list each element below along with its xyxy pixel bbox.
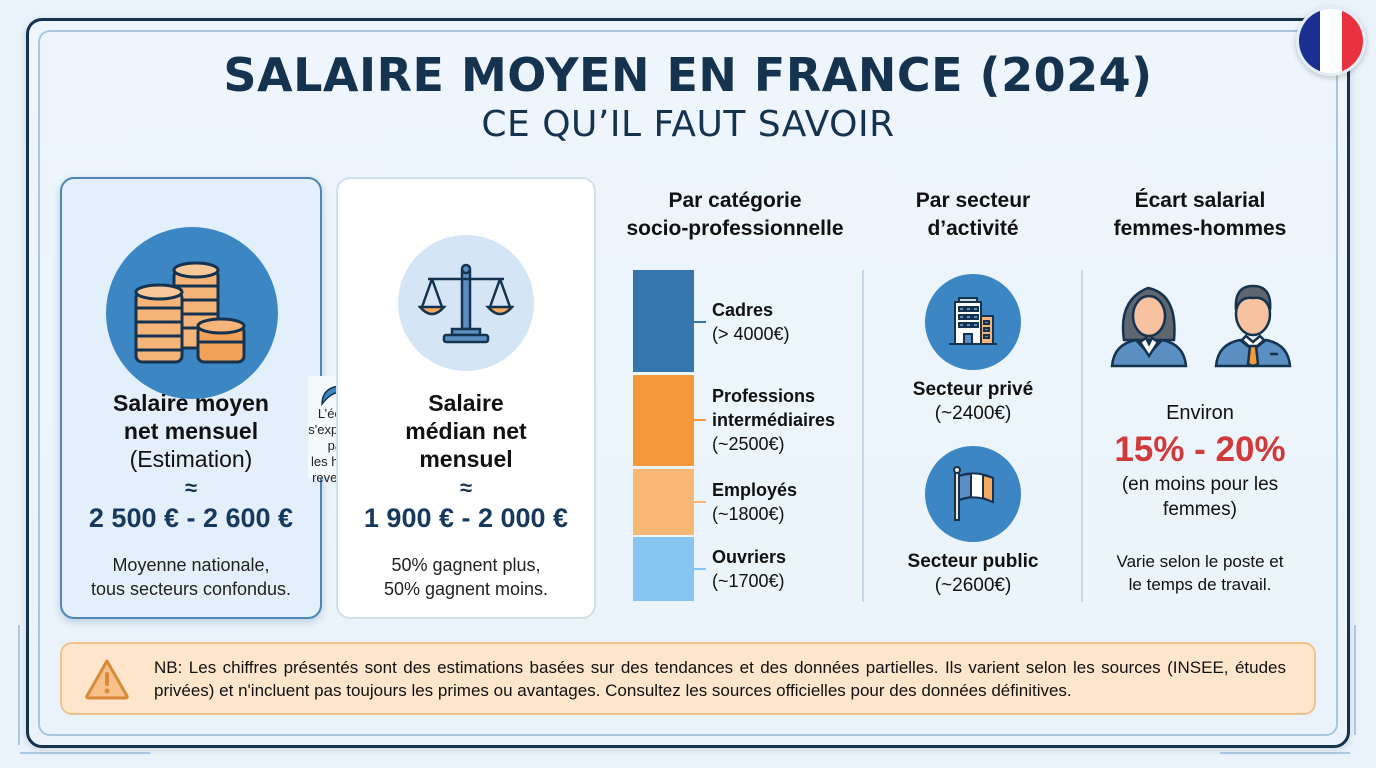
category-label-cadres: Cadres (> 4000€) bbox=[712, 300, 790, 344]
bar-employes bbox=[633, 469, 694, 535]
sector-public-label: Secteur public (~2600€) bbox=[907, 551, 1039, 596]
category-label-employes: Employés (~1800€) bbox=[712, 480, 798, 524]
page-title: SALAIRE MOYEN EN FRANCE (2024) bbox=[223, 48, 1153, 102]
sector-private-label: Secteur privé (~2400€) bbox=[912, 379, 1034, 424]
coins-stack-icon bbox=[106, 227, 278, 399]
decorative-line bbox=[18, 625, 20, 745]
sectors-heading: Par secteur d’activité bbox=[915, 189, 1031, 240]
bar-tick bbox=[694, 501, 706, 503]
gender-gap-heading: Écart salarial femmes-hommes bbox=[1113, 189, 1287, 240]
category-label-professions-intermediaires: Professions intermédiaires (~2500€) bbox=[712, 386, 836, 454]
decorative-line bbox=[20, 752, 150, 754]
warning-triangle-icon bbox=[84, 658, 130, 705]
median-card-title: Salaire médian net mensuel bbox=[405, 390, 527, 472]
median-salary-card: Salaire médian net mensuel ≈ 1 900 € - 2… bbox=[336, 177, 596, 619]
gap-note: Varie selon le poste et le temps de trav… bbox=[1116, 552, 1284, 594]
mean-salary-value: 2 500 € - 2 600 € bbox=[88, 503, 294, 533]
woman-avatar-icon bbox=[1110, 280, 1188, 373]
man-avatar-icon bbox=[1214, 280, 1292, 373]
mean-card-title: Salaire moyen net mensuel (Estimation) bbox=[113, 390, 269, 472]
decorative-line bbox=[1220, 752, 1350, 754]
bar-professions-intermediaires bbox=[633, 375, 694, 466]
column-divider bbox=[862, 270, 864, 602]
disclaimer-text: NB: Les chiffres présentés sont des esti… bbox=[154, 658, 1286, 700]
balance-scale-icon bbox=[398, 235, 534, 371]
mean-salary-card: Salaire moyen net mensuel (Estimation) ≈… bbox=[60, 177, 322, 619]
median-card-note: 50% gagnent plus, 50% gagnent moins. bbox=[383, 555, 549, 599]
flag-icon bbox=[925, 446, 1021, 542]
median-salary-value: 1 900 € - 2 000 € bbox=[363, 503, 569, 533]
bar-tick bbox=[694, 321, 706, 323]
decorative-line bbox=[1354, 625, 1356, 735]
office-building-icon bbox=[925, 274, 1021, 370]
mean-card-note: Moyenne nationale, tous secteurs confond… bbox=[90, 555, 292, 599]
bar-cadres bbox=[633, 270, 694, 372]
categories-heading: Par catégorie socio-professionnelle bbox=[626, 189, 844, 240]
bar-ouvriers bbox=[633, 537, 694, 601]
category-label-ouvriers: Ouvriers (~1700€) bbox=[712, 547, 787, 591]
gap-percentage: 15% - 20% bbox=[1114, 430, 1286, 469]
bar-tick bbox=[694, 419, 706, 421]
approx-symbol: ≈ bbox=[184, 475, 198, 500]
approx-symbol: ≈ bbox=[459, 475, 473, 500]
column-divider bbox=[1081, 270, 1083, 602]
france-flag-icon bbox=[1296, 6, 1366, 76]
bar-tick bbox=[694, 568, 706, 570]
gap-environ-label: Environ bbox=[1166, 402, 1234, 424]
gap-description: (en moins pour les femmes) bbox=[1121, 474, 1279, 520]
page-subtitle: CE QU’IL FAUT SAVOIR bbox=[481, 104, 895, 145]
disclaimer-box: NB: Les chiffres présentés sont des esti… bbox=[60, 642, 1316, 715]
